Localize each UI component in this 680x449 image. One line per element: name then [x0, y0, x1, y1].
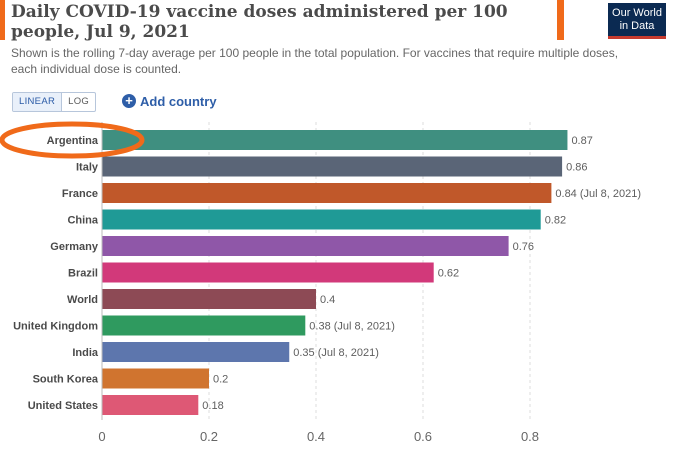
chart-title: Daily COVID-19 vaccine doses administere…	[11, 2, 508, 42]
bar	[102, 236, 509, 256]
category-label: World	[67, 294, 98, 306]
x-tick-label: 0.6	[414, 429, 432, 444]
x-tick-label: 0.4	[307, 429, 325, 444]
value-label: 0.2	[213, 374, 228, 386]
category-label: India	[72, 347, 99, 359]
x-tick-label: 0	[98, 429, 105, 444]
add-country-label: Add country	[140, 93, 217, 109]
bar	[102, 315, 306, 336]
value-label: 0.4	[320, 294, 335, 306]
category-label: South Korea	[33, 374, 99, 386]
bar	[102, 209, 541, 230]
value-label: 0.18	[202, 400, 223, 412]
log-scale-button[interactable]: LOG	[68, 96, 90, 107]
bar	[102, 156, 563, 177]
scale-toggle[interactable]: LINEAR LOG	[12, 92, 97, 112]
title-highlight-left	[0, 0, 5, 40]
value-label: 0.82	[545, 215, 566, 227]
category-label: Brazil	[68, 268, 98, 280]
x-tick-label: 0.2	[200, 429, 218, 444]
value-label: 0.38 (Jul 8, 2021)	[309, 321, 395, 333]
logo-line-1: Our World	[612, 7, 662, 19]
linear-scale-button[interactable]: LINEAR	[13, 93, 63, 111]
value-label: 0.76	[513, 241, 534, 253]
bar	[102, 368, 209, 389]
value-label: 0.62	[438, 268, 459, 280]
category-label: Italy	[76, 162, 99, 174]
title-highlight-right	[557, 0, 564, 40]
bar	[102, 342, 290, 362]
x-tick-label: 0.8	[521, 429, 539, 444]
bar	[102, 289, 316, 309]
bar	[102, 130, 568, 150]
our-world-in-data-logo[interactable]: Our World in Data	[608, 3, 666, 39]
logo-line-2: in Data	[619, 20, 655, 32]
chart-subtitle: Shown is the rolling 7-day average per 1…	[11, 46, 619, 76]
bar	[102, 183, 552, 203]
value-label: 0.84 (Jul 8, 2021)	[555, 188, 641, 200]
category-label: Argentina	[47, 135, 99, 147]
category-label: China	[67, 215, 98, 227]
category-label: Germany	[50, 241, 99, 253]
add-country-button[interactable]: + Add country	[122, 92, 217, 110]
category-label: France	[62, 188, 98, 200]
value-label: 0.86	[566, 162, 587, 174]
bar	[102, 395, 199, 415]
category-label: United States	[28, 400, 98, 412]
bar	[102, 262, 434, 283]
value-label: 0.87	[571, 135, 592, 147]
value-label: 0.35 (Jul 8, 2021)	[293, 347, 379, 359]
plus-circle-icon: +	[122, 94, 136, 108]
highlight-ellipse	[0, 121, 145, 159]
category-label: United Kingdom	[13, 321, 98, 333]
